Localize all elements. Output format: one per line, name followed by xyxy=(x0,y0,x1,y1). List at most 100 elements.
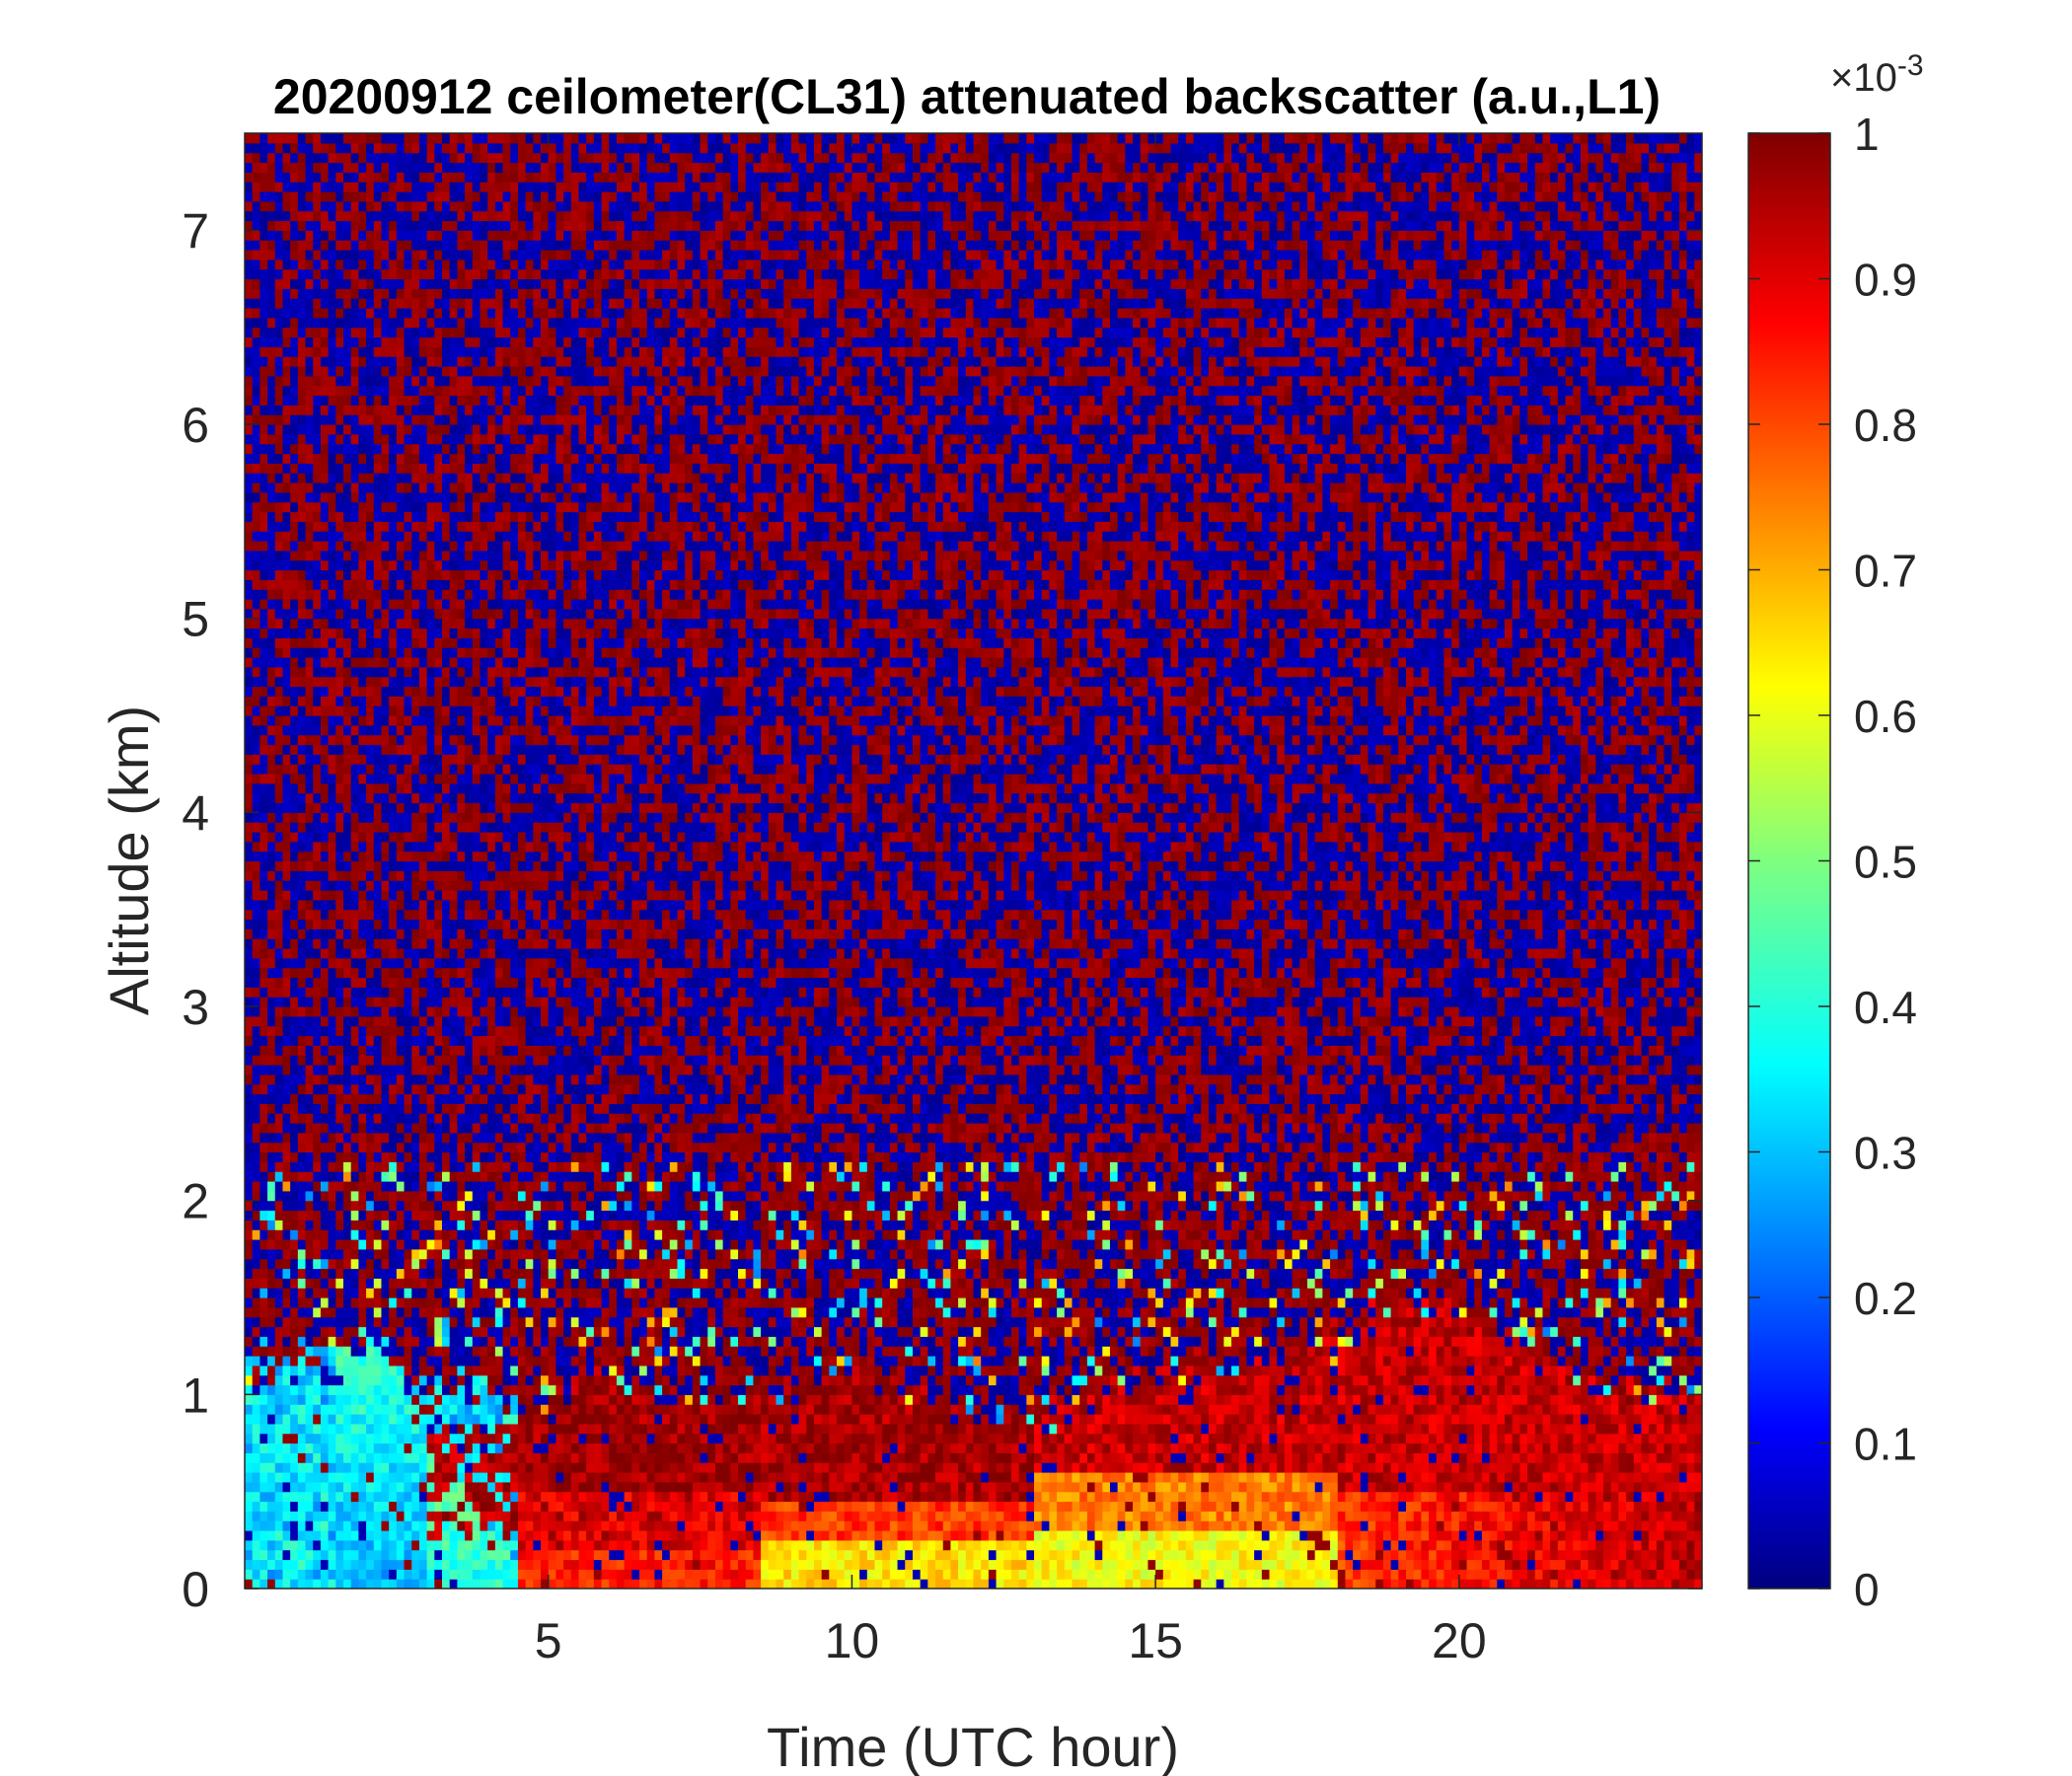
heatmap-cell xyxy=(267,657,275,667)
heatmap-cell xyxy=(335,1143,343,1152)
heatmap-cell xyxy=(366,133,374,143)
heatmap-cell xyxy=(329,1055,336,1065)
heatmap-cell xyxy=(351,870,359,880)
heatmap-cell xyxy=(343,298,351,308)
heatmap-cell xyxy=(313,910,321,920)
heatmap-cell xyxy=(329,1297,336,1307)
heatmap-cell xyxy=(245,531,253,541)
heatmap-cell xyxy=(419,1220,427,1229)
heatmap-cell xyxy=(298,687,306,697)
heatmap-cell xyxy=(351,968,359,978)
heatmap-cell xyxy=(267,920,275,929)
heatmap-cell xyxy=(434,328,442,337)
heatmap-cell xyxy=(298,396,306,406)
heatmap-cell xyxy=(427,221,435,231)
heatmap-cell xyxy=(457,492,465,502)
heatmap-cell xyxy=(374,958,382,968)
heatmap-cell xyxy=(321,842,329,851)
heatmap-cell xyxy=(245,1065,253,1074)
heatmap-cell xyxy=(405,928,412,938)
heatmap-cell xyxy=(434,1317,442,1327)
heatmap-cell xyxy=(321,308,329,318)
heatmap-cell xyxy=(313,1327,321,1337)
heatmap-cell xyxy=(465,269,473,279)
heatmap-cell xyxy=(405,1084,412,1094)
heatmap-cell xyxy=(335,1550,343,1560)
heatmap-cell xyxy=(442,133,450,143)
heatmap-cell xyxy=(411,764,419,774)
heatmap-cell xyxy=(329,298,336,308)
heatmap-cell xyxy=(465,473,473,482)
heatmap-cell xyxy=(358,1288,366,1297)
heatmap-cell xyxy=(427,1065,435,1074)
heatmap-cell xyxy=(450,1171,458,1181)
heatmap-cell xyxy=(343,541,351,551)
heatmap-cell xyxy=(442,386,450,396)
heatmap-cell xyxy=(298,1161,306,1171)
heatmap-cell xyxy=(389,851,397,861)
heatmap-cell xyxy=(473,1317,481,1327)
heatmap-cell xyxy=(465,1356,473,1366)
heatmap-cell xyxy=(313,997,321,1006)
heatmap-cell xyxy=(465,279,473,289)
heatmap-cell xyxy=(306,570,314,580)
heatmap-cell xyxy=(245,1472,253,1482)
heatmap-cell xyxy=(343,454,351,464)
heatmap-cell xyxy=(397,1259,405,1269)
heatmap-cell xyxy=(473,1297,481,1307)
heatmap-cell xyxy=(267,396,275,406)
heatmap-cell xyxy=(405,842,412,851)
heatmap-cell xyxy=(381,1269,389,1279)
heatmap-cell xyxy=(442,1307,450,1317)
heatmap-cell xyxy=(397,288,405,298)
heatmap-cell xyxy=(450,288,458,298)
heatmap-cell xyxy=(381,259,389,269)
heatmap-cell xyxy=(290,1229,298,1239)
heatmap-cell xyxy=(381,842,389,851)
heatmap-cell xyxy=(313,978,321,988)
heatmap-cell xyxy=(457,288,465,298)
heatmap-cell xyxy=(427,269,435,279)
heatmap-cell xyxy=(374,978,382,988)
heatmap-cell xyxy=(245,337,253,347)
heatmap-cell xyxy=(457,783,465,793)
heatmap-cell xyxy=(259,560,267,570)
heatmap-cell xyxy=(427,609,435,619)
heatmap-cell xyxy=(473,240,481,250)
heatmap-cell xyxy=(366,667,374,677)
heatmap-cell xyxy=(298,1143,306,1152)
heatmap-cell xyxy=(335,1307,343,1317)
heatmap-cell xyxy=(259,696,267,705)
heatmap-cell xyxy=(282,240,290,250)
heatmap-cell xyxy=(267,890,275,900)
heatmap-cell xyxy=(374,1220,382,1229)
heatmap-cell xyxy=(427,454,435,464)
heatmap-cell xyxy=(411,1269,419,1279)
heatmap-cell xyxy=(366,928,374,938)
heatmap-cell xyxy=(457,774,465,783)
heatmap-cell xyxy=(450,1094,458,1104)
heatmap-cell xyxy=(298,987,306,997)
heatmap-cell xyxy=(419,1045,427,1055)
heatmap-cell xyxy=(381,502,389,512)
heatmap-cell xyxy=(351,502,359,512)
heatmap-cell xyxy=(335,1511,343,1520)
heatmap-cell xyxy=(290,230,298,240)
heatmap-cell xyxy=(275,191,283,201)
heatmap-cell xyxy=(282,1288,290,1297)
heatmap-cell xyxy=(313,1511,321,1520)
heatmap-cell xyxy=(381,405,389,414)
heatmap-cell xyxy=(343,1530,351,1540)
heatmap-cell xyxy=(434,774,442,783)
heatmap-cell xyxy=(434,512,442,522)
heatmap-cell xyxy=(290,221,298,231)
heatmap-cell xyxy=(343,1375,351,1385)
heatmap-cell xyxy=(351,211,359,221)
heatmap-cell xyxy=(329,502,336,512)
heatmap-cell xyxy=(389,861,397,871)
heatmap-cell xyxy=(480,356,487,366)
heatmap-cell xyxy=(275,172,283,182)
heatmap-cell xyxy=(321,822,329,832)
heatmap-cell xyxy=(366,1161,374,1171)
